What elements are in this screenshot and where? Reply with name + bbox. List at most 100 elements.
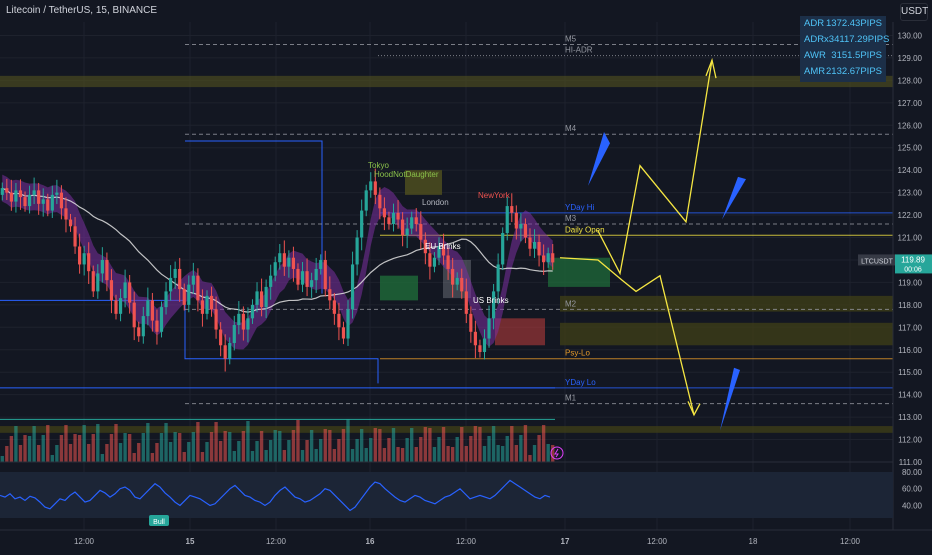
session-label: NewYork [478,191,511,200]
volume-bar [319,439,323,462]
volume-bar [378,429,382,462]
level-label: Daily Open [565,225,605,234]
candle-body [223,345,227,359]
range-outline [185,140,323,294]
rsi-tick: 80.00 [902,468,923,477]
candle-body [237,313,241,326]
volume-bar [537,435,541,462]
candle-body [314,268,318,281]
stat-value: 2132.67PIPS [826,66,882,77]
volume-bar [332,449,337,462]
candle-body [532,242,537,249]
volume-bar [87,444,91,462]
volume-bar [432,447,437,462]
volume-bar [200,452,205,462]
volume-bar [255,441,259,462]
price-badge-text: 119.89 [901,255,925,264]
volume-bar [464,446,468,462]
level-label: HI-ADR [565,46,593,55]
price-badge [895,254,932,274]
candle-body [55,192,59,195]
volume-bar [32,426,36,462]
price-tick: 127.00 [898,99,923,108]
zone-band [560,295,893,312]
zone-box [380,275,418,301]
volume-bar [214,422,218,462]
volume-bar [491,426,496,462]
candle-body [287,257,291,267]
volume-bar [528,455,532,462]
candle-body [118,298,123,314]
volume-bar [523,425,528,462]
candle-body [446,255,450,269]
candle-body [537,242,541,256]
volume-bar [382,448,387,462]
volume-bar [414,447,418,462]
price-tick: 130.00 [898,31,923,40]
rsi-tick: 40.00 [902,501,923,510]
candle-body [64,208,68,220]
bull-badge [149,515,169,526]
stat-value: 3151.5PIPS [831,50,882,61]
stat-row-adr: ADR 1372.43PIPS [800,16,886,32]
candle-body [173,268,177,278]
candle-body [378,194,382,209]
price-tick: 116.00 [898,346,922,355]
volume-bar [232,451,236,462]
candle-body [491,291,496,319]
volume-bar [182,452,186,462]
candle-body [141,316,145,337]
candle-body [59,192,64,209]
price-tick: 125.00 [898,144,923,153]
candle-body [68,219,73,227]
currency-button[interactable]: USDT [900,3,928,21]
volume-bar [341,429,346,462]
volume-bar [41,435,45,462]
volume-bar [259,431,264,462]
level-label: M3 [565,214,577,223]
candle-body [155,320,159,332]
candle-body [382,208,386,218]
volume-bar [164,423,168,462]
countdown-text: 00:06 [904,266,922,273]
candle-body [473,331,477,346]
candle-body [18,190,23,198]
stat-label: AMR [804,66,826,77]
projection-line [559,257,695,416]
candle-body [14,190,18,202]
price-tick: 124.00 [898,166,923,175]
price-tick: 128.00 [898,76,923,85]
time-tick: 15 [186,537,195,546]
candle-body [350,264,355,310]
volume-bar [82,425,86,462]
price-tick: 121.00 [898,234,923,243]
candle-body [46,199,50,211]
candle-body [437,246,441,258]
candle-body [464,291,468,314]
volume-bar [328,430,332,462]
candle-body [519,224,523,229]
volume-bar [36,445,41,462]
time-tick: 16 [366,537,375,546]
candle-body [159,307,164,332]
volume-bar [355,439,359,462]
volume-bar [96,424,100,462]
zone-box [405,170,442,195]
volume-bar [482,446,487,462]
volume-bar [473,426,478,462]
volume-bar [419,437,423,462]
session-label: US Brinks [473,296,509,305]
candle-body [132,302,136,328]
volume-bar [391,428,396,462]
candle-body [432,257,437,267]
price-tick: 126.00 [898,121,923,130]
volume-bar [50,455,54,462]
candle-body [323,259,327,290]
candle-body [523,224,528,238]
time-tick: 12:00 [647,537,668,546]
candle-body [150,300,154,321]
price-tick: 119.00 [898,278,922,287]
volume-bar [77,435,82,462]
volume-bar [168,442,173,462]
